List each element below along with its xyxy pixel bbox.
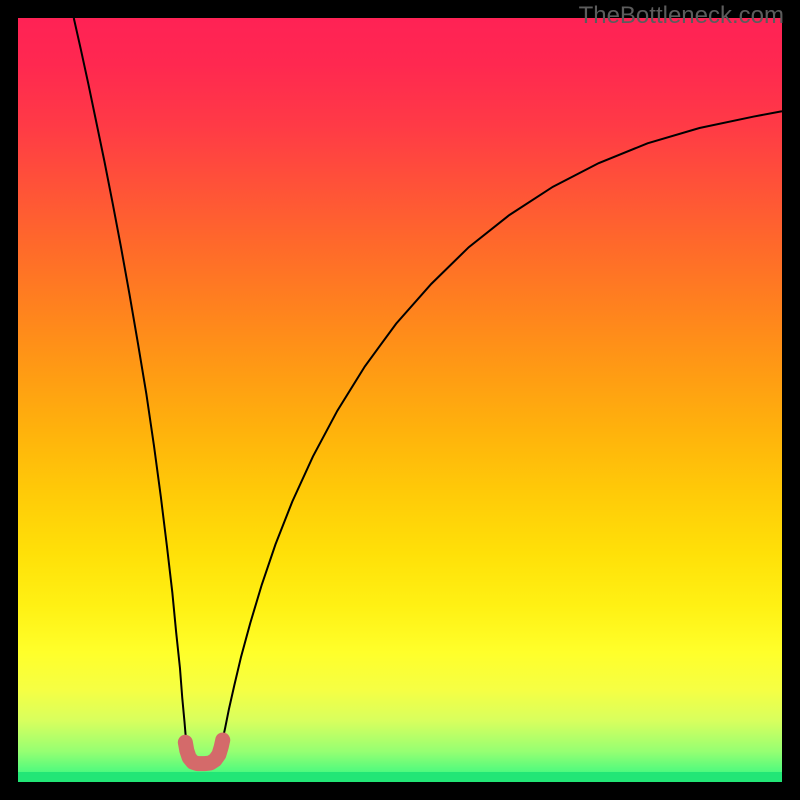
- gradient-plot-area: [18, 18, 782, 782]
- bottom-green-band: [18, 772, 782, 782]
- watermark-text: TheBottleneck.com: [579, 2, 784, 30]
- bottleneck-chart-svg: [0, 0, 800, 800]
- chart-canvas: TheBottleneck.com: [0, 0, 800, 800]
